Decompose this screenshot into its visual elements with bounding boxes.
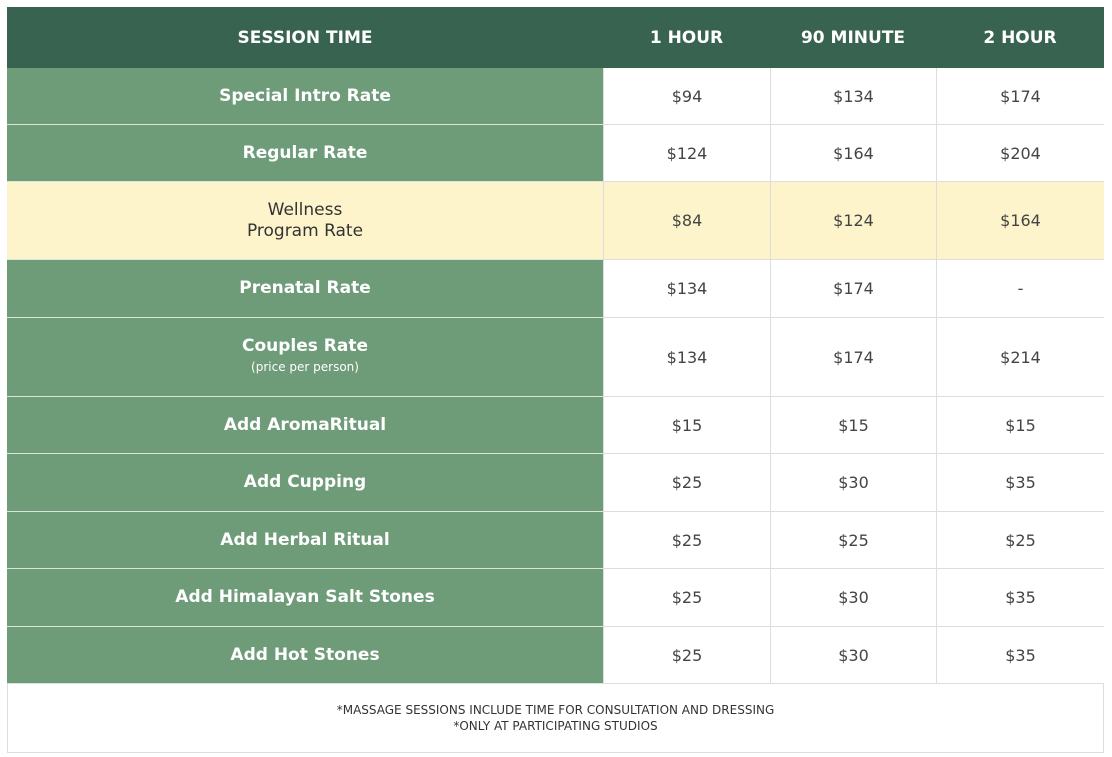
price-cell: $164	[936, 182, 1104, 260]
price-cell: $134	[770, 68, 936, 125]
row-label: Add Cupping	[7, 454, 603, 512]
price-cell: $30	[770, 569, 936, 627]
price-cell: $25	[936, 512, 1104, 569]
price-cell: $35	[936, 569, 1104, 627]
price-cell: $204	[936, 125, 1104, 182]
label-line: Special Intro Rate	[219, 85, 391, 106]
price-cell: $25	[603, 512, 770, 569]
price-cell: $94	[603, 68, 770, 125]
label-line: Program Rate	[246, 220, 364, 241]
row-label: Add Himalayan Salt Stones	[7, 569, 603, 627]
price-cell: -	[936, 260, 1104, 318]
table-row: Couples Rate (price per person) $134 $174 $2…	[7, 318, 1104, 397]
label-line: Add Herbal Ritual	[220, 529, 390, 550]
price-cell: $30	[770, 627, 936, 684]
label-line: Wellness	[267, 199, 343, 220]
label-line: Prenatal Rate	[239, 278, 371, 298]
table-row: Add Himalayan Salt Stones $25 $30 $35	[7, 569, 1104, 627]
row-label: Add Herbal Ritual	[7, 512, 603, 569]
price-cell: $164	[770, 125, 936, 182]
price-cell: $174	[770, 318, 936, 397]
price-cell: $84	[603, 182, 770, 260]
label-line: Regular Rate	[242, 142, 368, 163]
row-label: Wellness Program Rate	[7, 182, 603, 260]
row-label: Prenatal Rate	[7, 260, 603, 318]
price-cell: $25	[603, 569, 770, 627]
row-label: Special Intro Rate	[7, 68, 603, 125]
price-cell: $174	[936, 68, 1104, 125]
price-cell: $25	[770, 512, 936, 569]
label-line: Add AromaRitual	[223, 414, 387, 435]
footnotes: *MASSAGE SESSIONS INCLUDE TIME FOR CONSU…	[7, 684, 1104, 753]
header-cell: 2 HOUR	[936, 7, 1104, 68]
table-row: Regular Rate $124 $164 $204	[7, 125, 1104, 182]
table-row: Wellness Program Rate $84 $124 $164	[7, 182, 1104, 260]
price-cell: $214	[936, 318, 1104, 397]
footnote: *MASSAGE SESSIONS INCLUDE TIME FOR CONSU…	[336, 703, 775, 717]
label-line: Add Himalayan Salt Stones	[175, 587, 435, 607]
header-row: SESSION TIME 1 HOUR 90 MINUTE 2 HOUR	[7, 7, 1104, 68]
table-row: Add AromaRitual $15 $15 $15	[7, 397, 1104, 454]
price-cell: $124	[770, 182, 936, 260]
label-line: Add Hot Stones	[230, 644, 380, 665]
price-cell: $15	[770, 397, 936, 454]
price-cell: $15	[603, 397, 770, 454]
price-cell: $174	[770, 260, 936, 318]
pricing-table: SESSION TIME 1 HOUR 90 MINUTE 2 HOUR Specia…	[7, 7, 1104, 753]
label-note: (price per person)	[251, 360, 359, 374]
row-label: Add Hot Stones	[7, 627, 603, 684]
table-row: Add Cupping $25 $30 $35	[7, 454, 1104, 512]
header-cell: 90 MINUTE	[770, 7, 936, 68]
row-label: Add AromaRitual	[7, 397, 603, 454]
table-body: Special Intro Rate $94 $134 $174 Regular Rat…	[7, 68, 1104, 684]
price-cell: $134	[603, 260, 770, 318]
row-label: Regular Rate	[7, 125, 603, 182]
label-line: Couples Rate	[241, 336, 369, 356]
price-cell: $124	[603, 125, 770, 182]
table-row: Prenatal Rate $134 $174-	[7, 260, 1104, 318]
price-cell: $134	[603, 318, 770, 397]
footnote: *ONLY AT PARTICIPATING STUDIOS	[453, 719, 658, 733]
table-row: Special Intro Rate $94 $134 $174	[7, 68, 1104, 125]
row-label: Couples Rate (price per person)	[7, 318, 603, 397]
price-cell: $35	[936, 454, 1104, 512]
price-cell: $25	[603, 454, 770, 512]
table-row: Add Hot Stones $25 $30 $35	[7, 627, 1104, 684]
label-line: Add Cupping	[243, 472, 367, 492]
header-cell: SESSION TIME	[7, 7, 603, 68]
price-cell: $15	[936, 397, 1104, 454]
price-cell: $35	[936, 627, 1104, 684]
table-row: Add Herbal Ritual $25 $25 $25	[7, 512, 1104, 569]
price-cell: $30	[770, 454, 936, 512]
header-cell: 1 HOUR	[603, 7, 770, 68]
price-cell: $25	[603, 627, 770, 684]
